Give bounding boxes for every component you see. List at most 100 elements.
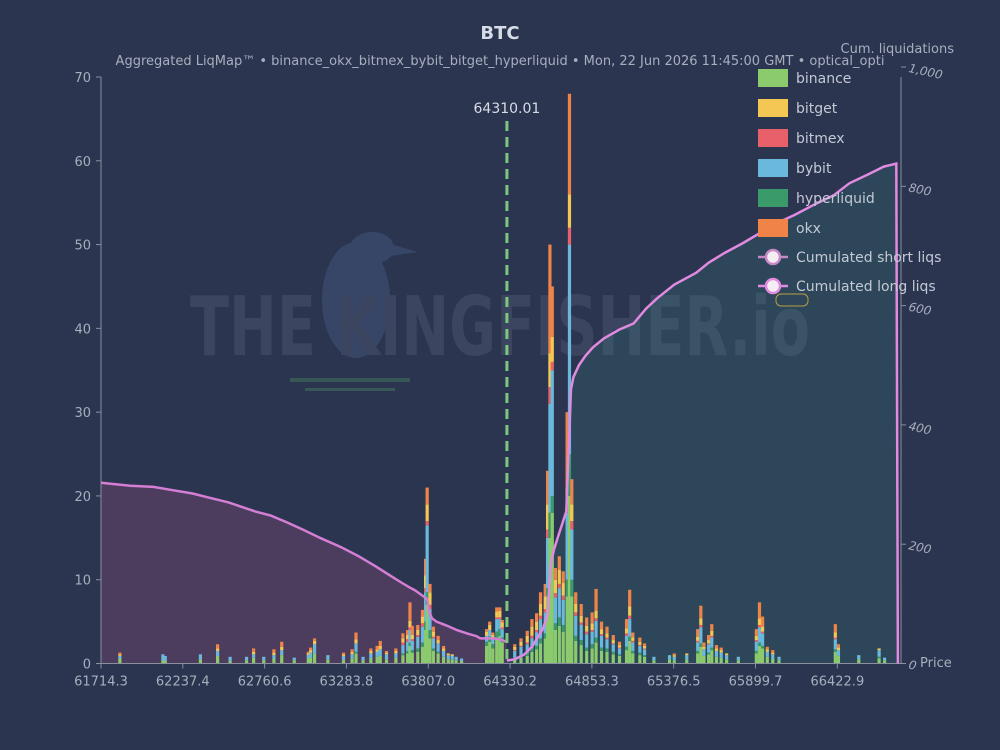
bar-segment-okx xyxy=(538,592,543,605)
bar-segment-bybit xyxy=(292,657,296,661)
bar-segment-bitmex xyxy=(561,595,565,600)
bar-segment-binance xyxy=(557,625,561,664)
bar-segment-binance xyxy=(652,660,656,664)
bar-segment-bitget xyxy=(272,652,276,656)
bar-segment-bybit xyxy=(280,650,284,656)
bar-segment-bitmex xyxy=(570,521,574,530)
bar-segment-bitmex xyxy=(567,227,572,245)
bar-segment-hyperliquid xyxy=(579,640,583,646)
bar-segment-bitget xyxy=(707,640,711,644)
bar-segment-bitget xyxy=(525,635,529,643)
legend-label-bybit: bybit xyxy=(796,161,832,177)
x-tick-label: 62760.6 xyxy=(238,675,292,690)
bar-segment-binance xyxy=(425,604,429,664)
legend-swatch-bitget xyxy=(758,99,788,117)
bar-segment-bitget xyxy=(574,604,578,613)
bar-segment-bitget xyxy=(638,641,642,646)
bar-segment-binance xyxy=(416,651,420,664)
bar-segment-bitget xyxy=(491,635,495,640)
bar-segment-bybit xyxy=(545,537,550,589)
bar-segment-bybit xyxy=(548,403,552,513)
legend-swatch-bitmex xyxy=(758,129,788,147)
bar-segment-bybit xyxy=(228,656,232,661)
bar-segment-bybit xyxy=(441,650,446,657)
legend-swatch-binance xyxy=(758,69,788,87)
x-tick-label: 64330.2 xyxy=(483,675,537,690)
bar-segment-binance xyxy=(857,659,861,664)
bar-segment-binance xyxy=(262,660,266,664)
bar-segment-okx xyxy=(771,650,775,653)
bar-segment-bybit xyxy=(585,634,589,648)
bar-segment-bitget xyxy=(535,621,539,630)
bar-segment-bitget xyxy=(306,653,310,656)
y-tick-label: 0 xyxy=(83,658,91,673)
y2-tick-label: 600 xyxy=(907,300,933,319)
bar-segment-bitmex xyxy=(410,639,414,641)
bar-segment-bitget xyxy=(118,654,122,656)
bar-segment-binance xyxy=(519,657,523,664)
x-tick-label: 64853.3 xyxy=(565,675,619,690)
bar-segment-bitget xyxy=(428,592,432,605)
bar-segment-bybit xyxy=(725,655,729,660)
bar-segment-binance xyxy=(530,651,534,664)
bar-segment-hyperliquid xyxy=(545,588,550,597)
bar-segment-bybit xyxy=(833,639,837,650)
bar-segment-okx xyxy=(561,571,565,584)
bar-segment-okx xyxy=(702,642,706,647)
bar-segment-bybit xyxy=(163,655,167,661)
bar-segment-bybit xyxy=(574,615,578,636)
bar-segment-bybit xyxy=(428,609,432,630)
bar-segment-bitget xyxy=(696,636,700,641)
bar-segment-binance xyxy=(428,638,432,664)
bar-segment-okx xyxy=(594,588,598,611)
bar-segment-binance xyxy=(672,660,676,664)
bar-segment-bitget xyxy=(561,583,565,596)
bar-segment-bybit xyxy=(410,640,414,651)
bar-segment-okx xyxy=(306,651,310,654)
bar-segment-bybit xyxy=(216,650,220,656)
bar-segment-okx xyxy=(638,637,642,642)
bar-segment-okx xyxy=(378,640,382,646)
bar-segment-okx xyxy=(765,646,769,650)
bar-segment-bitmex xyxy=(538,615,543,620)
bar-segment-binance xyxy=(378,655,382,664)
bar-segment-hyperliquid xyxy=(420,642,425,647)
bar-segment-bybit xyxy=(498,619,502,630)
bar-segment-binance xyxy=(384,659,389,664)
bar-segment-hyperliquid xyxy=(642,655,647,657)
y-tick-label: 20 xyxy=(74,490,91,505)
bar-segment-okx xyxy=(441,645,446,649)
x-tick-label: 61714.3 xyxy=(74,675,128,690)
bar-segment-okx xyxy=(719,647,723,651)
bar-segment-okx xyxy=(428,583,432,593)
bar-segment-binance xyxy=(710,650,714,664)
bar-segment-bitget xyxy=(369,650,373,654)
bar-segment-hyperliquid xyxy=(605,648,609,652)
subtitle-part: • binance_okx_bitmex_bybit_bitget_hyperl… xyxy=(255,54,567,69)
bar-segment-okx xyxy=(672,653,676,656)
y-tick-label: 10 xyxy=(74,574,91,589)
bar-segment-binance xyxy=(757,645,762,664)
bar-segment-okx xyxy=(498,607,502,611)
bar-segment-bitmex xyxy=(548,387,552,404)
bar-segment-binance xyxy=(161,660,165,664)
bar-segment-binance xyxy=(441,656,446,664)
bar-segment-bybit xyxy=(757,627,762,643)
bar-segment-hyperliquid xyxy=(590,644,594,649)
bar-segment-bitget xyxy=(309,650,313,653)
bar-segment-bitget xyxy=(530,626,534,636)
bar-segment-bitmex xyxy=(525,642,529,645)
y2-ticks: 0 200 400 600 800 1,000 xyxy=(901,61,944,673)
watermark-water-icon xyxy=(290,378,410,382)
bar-segment-bybit xyxy=(198,654,203,660)
bar-segment-bitget xyxy=(450,654,454,656)
bar-segment-binance xyxy=(548,537,552,664)
bar-segment-bitmex xyxy=(599,634,604,636)
bar-segment-bitget xyxy=(725,653,729,656)
bar-segment-bybit xyxy=(761,633,765,646)
bar-segment-bitmex xyxy=(553,593,557,598)
bar-segment-hyperliquid xyxy=(761,645,765,649)
bar-segment-binance xyxy=(431,650,436,664)
bar-segment-binance xyxy=(628,640,632,664)
bar-segment-okx xyxy=(553,567,557,580)
